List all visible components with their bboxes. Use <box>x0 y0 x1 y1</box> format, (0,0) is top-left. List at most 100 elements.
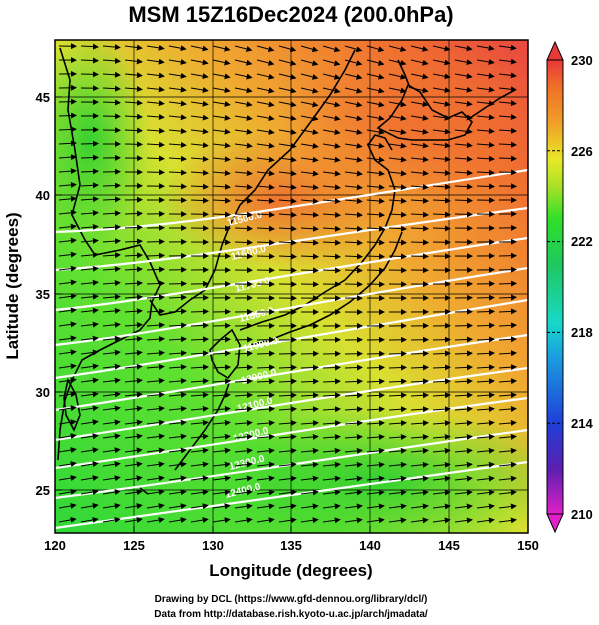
wind-arrow <box>300 45 319 53</box>
wind-arrow <box>168 475 187 482</box>
wind-arrow <box>322 156 341 163</box>
wind-arrow <box>322 406 341 413</box>
y-axis: 45 40 35 30 25 Latitude (degrees) <box>3 90 62 498</box>
wind-arrow <box>388 156 407 163</box>
wind-arrow <box>410 183 429 190</box>
wind-arrow <box>124 252 143 259</box>
wind-arrow <box>124 238 143 245</box>
wind-arrow <box>300 170 319 177</box>
wind-arrow <box>344 489 363 496</box>
wind-arrow <box>476 378 495 385</box>
wind-arrow <box>234 392 253 399</box>
wind-arrow <box>212 322 231 329</box>
wind-arrow <box>80 196 99 203</box>
wind-arrow <box>454 128 473 135</box>
wind-arrow <box>344 129 363 136</box>
wind-arrow <box>278 420 297 427</box>
wind-arrow <box>454 73 473 80</box>
wind-arrow <box>124 210 143 217</box>
wind-arrow <box>190 100 209 107</box>
wind-arrow <box>278 170 297 177</box>
wind-arrow <box>498 364 517 371</box>
wind-arrow <box>344 101 363 108</box>
wind-arrow <box>124 377 143 384</box>
wind-arrow <box>58 433 77 440</box>
wind-arrow <box>168 517 187 524</box>
wind-arrow <box>344 73 363 80</box>
wind-arrow <box>410 211 429 218</box>
wind-arrow <box>432 45 451 52</box>
wind-arrow <box>432 211 451 218</box>
wind-arrow <box>102 321 121 328</box>
wind-arrow <box>344 142 363 149</box>
wind-arrow <box>80 433 99 440</box>
wind-arrow <box>410 59 429 66</box>
wind-arrow <box>278 267 297 274</box>
wind-arrow <box>366 73 385 80</box>
wind-arrow <box>190 155 209 162</box>
wind-arrow <box>124 58 143 65</box>
wind-arrow <box>146 86 165 93</box>
wind-arrow <box>124 266 143 273</box>
y-tick-label: 30 <box>36 385 50 400</box>
wind-arrow <box>102 293 121 300</box>
wind-arrow <box>322 115 341 122</box>
wind-arrow <box>234 128 253 135</box>
wind-arrow <box>476 169 495 176</box>
wind-arrow <box>146 405 165 412</box>
wind-arrow <box>256 184 275 191</box>
wind-arrow <box>454 503 473 510</box>
x-tick-label: 125 <box>123 538 145 553</box>
y-tick-label: 35 <box>36 287 50 302</box>
wind-arrow <box>498 322 517 329</box>
wind-arrow <box>190 73 209 80</box>
wind-arrow <box>256 253 275 260</box>
wind-arrow <box>476 419 495 426</box>
wind-arrow <box>234 461 253 468</box>
plot-area: 11500.0 11600.0 11700.0 11800.0 11900.0 … <box>55 40 528 533</box>
wind-arrow <box>146 433 165 440</box>
wind-arrow <box>234 475 253 482</box>
wind-arrow <box>300 239 319 246</box>
wind-arrow <box>102 238 121 245</box>
wind-arrow <box>124 322 143 329</box>
wind-arrow <box>146 322 165 329</box>
wind-arrow <box>80 307 99 314</box>
wind-arrow <box>432 489 451 496</box>
wind-arrow <box>80 405 99 412</box>
wind-arrow <box>388 517 407 524</box>
wind-arrow <box>454 197 473 204</box>
wind-arrow <box>234 517 253 524</box>
wind-arrow <box>476 294 495 301</box>
wind-arrow <box>234 503 253 510</box>
wind-arrow <box>410 517 429 524</box>
wind-arrow <box>58 502 77 509</box>
wind-arrow <box>432 420 451 427</box>
wind-arrow <box>234 211 253 218</box>
wind-arrow <box>454 183 473 190</box>
wind-arrow <box>366 406 385 413</box>
wind-arrow <box>124 391 143 398</box>
wind-arrow <box>322 101 341 108</box>
x-tick-label: 150 <box>517 538 539 553</box>
wind-arrow <box>146 503 165 510</box>
wind-arrow <box>168 336 187 343</box>
wind-arrow <box>168 308 187 315</box>
wind-arrow <box>366 211 385 218</box>
wind-arrow <box>168 294 187 301</box>
wind-arrow <box>190 447 209 454</box>
x-tick-label: 140 <box>359 538 381 553</box>
wind-arrow <box>256 489 275 496</box>
wind-arrow <box>58 265 77 272</box>
wind-arrow <box>322 503 341 510</box>
wind-arrow <box>498 58 517 65</box>
wind-arrow <box>234 101 253 108</box>
wind-arrow <box>344 420 363 427</box>
wind-arrow <box>58 279 77 286</box>
wind-arrow <box>366 503 385 510</box>
wind-arrow <box>190 364 209 371</box>
wind-arrow <box>190 197 209 204</box>
wind-arrow <box>476 322 495 329</box>
wind-arrow <box>476 336 495 343</box>
wind-arrow <box>388 87 407 94</box>
